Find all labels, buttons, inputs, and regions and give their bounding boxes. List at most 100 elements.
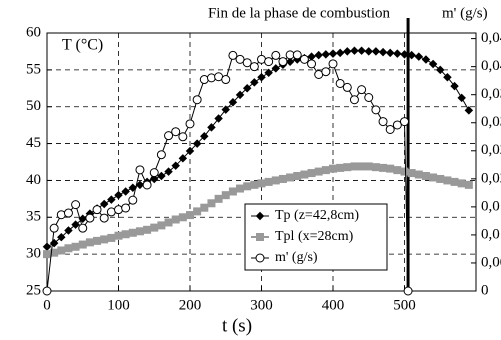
marker (236, 184, 245, 193)
y2-tick-label: 0,03 (481, 114, 501, 130)
marker (63, 208, 73, 218)
marker (249, 62, 259, 72)
x-axis-label: t (s) (222, 315, 252, 336)
marker (271, 64, 281, 73)
legend-marker (255, 253, 265, 263)
plot-frame (46, 32, 477, 292)
y2-tick-label: 0,01 (481, 226, 501, 242)
marker (221, 191, 230, 200)
marker (135, 227, 144, 236)
y-tick-label: 50 (26, 98, 41, 114)
marker (178, 213, 187, 222)
marker (328, 49, 338, 58)
marker (335, 48, 345, 58)
marker (400, 167, 409, 176)
marker (264, 57, 274, 67)
marker (436, 174, 445, 183)
marker (314, 167, 323, 176)
marker (271, 50, 281, 60)
marker (186, 211, 194, 220)
marker (278, 57, 288, 67)
marker (92, 205, 102, 215)
marker (149, 168, 159, 178)
marker (407, 50, 416, 60)
marker (121, 230, 130, 239)
marker (257, 72, 266, 82)
y2-tick-label: 0,02 (481, 170, 501, 186)
marker (321, 67, 331, 77)
marker (307, 59, 317, 69)
marker (421, 55, 431, 64)
marker (221, 75, 231, 85)
y-axis-label: T (°C) (62, 37, 103, 54)
marker (128, 228, 137, 237)
series-line (46, 54, 409, 292)
x-tick-label: 100 (107, 297, 130, 313)
marker (335, 78, 345, 88)
y-tick-label: 45 (26, 135, 41, 151)
marker (114, 231, 123, 240)
marker (278, 174, 287, 183)
marker (135, 180, 145, 190)
marker (414, 170, 423, 179)
marker (164, 167, 173, 176)
marker (228, 187, 237, 196)
marker (400, 50, 409, 59)
marker (200, 131, 209, 141)
marker (307, 169, 316, 178)
marker (228, 98, 238, 107)
marker (250, 78, 259, 87)
y2-tick-label: 0,04 (481, 58, 501, 74)
marker (207, 199, 216, 208)
marker (443, 176, 452, 185)
marker (57, 246, 66, 255)
y2-tick-label: 0,045 (481, 30, 501, 46)
x-tick-label: 400 (322, 297, 345, 313)
marker (321, 50, 331, 59)
marker (85, 213, 95, 223)
y2-tick-label: 0,035 (481, 86, 501, 102)
marker (42, 286, 52, 296)
marker (150, 223, 159, 232)
y-tick-label: 30 (26, 246, 41, 262)
marker (228, 50, 238, 60)
marker (349, 95, 359, 105)
annotation-text: Fin de la phase de combustion (208, 5, 391, 21)
marker (378, 117, 388, 127)
marker (143, 225, 152, 234)
marker (43, 250, 51, 259)
marker (128, 195, 138, 205)
marker (307, 52, 316, 61)
marker (450, 177, 459, 186)
legend-marker (255, 211, 265, 221)
legend-label: m' (g/s) (275, 250, 318, 265)
marker (156, 150, 166, 160)
marker (171, 127, 181, 137)
marker (292, 50, 302, 60)
marker (321, 166, 330, 175)
marker (93, 236, 102, 245)
y-tick-label: 35 (26, 209, 41, 225)
marker (57, 232, 66, 242)
marker (407, 169, 416, 178)
marker (343, 47, 352, 56)
marker (364, 162, 373, 171)
marker (221, 105, 230, 114)
y2-tick-label: 0 (481, 282, 489, 298)
x-tick-label: 200 (179, 297, 202, 313)
marker (207, 123, 216, 132)
marker (336, 163, 345, 172)
marker (450, 81, 459, 91)
marker (71, 220, 80, 229)
marker (42, 242, 52, 252)
marker (107, 233, 116, 242)
marker (343, 163, 352, 172)
marker (357, 46, 366, 55)
marker (164, 218, 173, 227)
marker (107, 195, 116, 204)
marker (50, 248, 59, 257)
marker (64, 244, 73, 253)
x-tick-label: 300 (250, 297, 273, 313)
marker (300, 170, 309, 179)
